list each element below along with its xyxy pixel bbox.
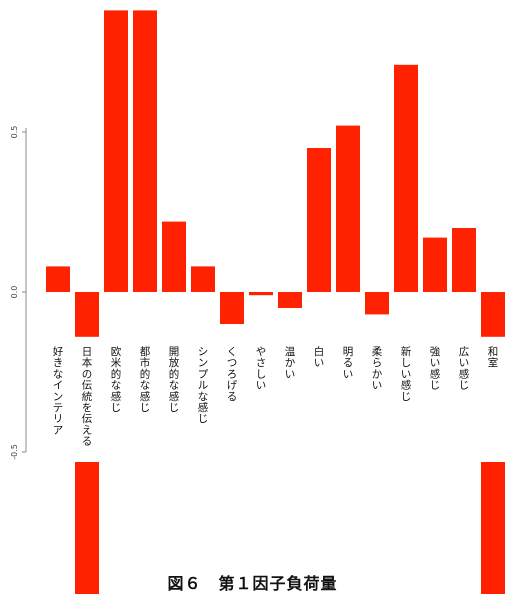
category-label: 好きなインテリア [53, 346, 64, 436]
y-tick-label: 0.5 [10, 126, 19, 139]
category-label: 柔らかい [372, 346, 383, 392]
bar [220, 292, 244, 324]
bar [46, 266, 70, 292]
category-label: 開放的な感じ [169, 346, 180, 414]
category-label: 新しい感じ [401, 345, 412, 403]
category-label: 和室 [488, 346, 499, 369]
category-label: 欧米的な感じ [111, 346, 122, 414]
bars [46, 10, 505, 594]
bar [104, 10, 128, 293]
bar [452, 228, 476, 292]
bar [481, 292, 505, 337]
bar [162, 221, 186, 292]
category-label: 強い感じ [430, 345, 441, 392]
category-label: シンプルな感じ [198, 346, 209, 425]
bar [191, 266, 215, 292]
category-label: 都市的な感じ [140, 346, 151, 414]
bar [481, 462, 505, 594]
y-tick-label: 0.0 [10, 286, 19, 299]
bar [336, 125, 360, 292]
category-label: くつろげる [227, 346, 238, 403]
y-axis-ticks: -0.5 0.0 0.5 [10, 126, 26, 460]
category-label: 白い [314, 345, 325, 369]
bar [75, 462, 99, 594]
y-tick-label: -0.5 [10, 444, 19, 460]
bar [133, 10, 157, 293]
bar [75, 292, 99, 337]
bar [307, 148, 331, 292]
category-label: 日本の伝統を伝える [82, 346, 93, 448]
category-label: やさしい [256, 346, 267, 392]
bar [394, 64, 418, 292]
figure-caption: 図６ 第１因子負荷量 [167, 574, 338, 593]
category-label: 広い感じ [459, 345, 470, 392]
bar [423, 237, 447, 292]
category-label: 温かい [285, 346, 296, 380]
bar [365, 292, 389, 315]
bar [249, 292, 273, 296]
category-labels: 好きなインテリア 日本の伝統を伝える 欧米的な感じ 都市的な感じ 開放的な感じ シンプルな… [53, 345, 499, 448]
category-label: 明るい [343, 346, 354, 380]
bar [278, 292, 302, 308]
